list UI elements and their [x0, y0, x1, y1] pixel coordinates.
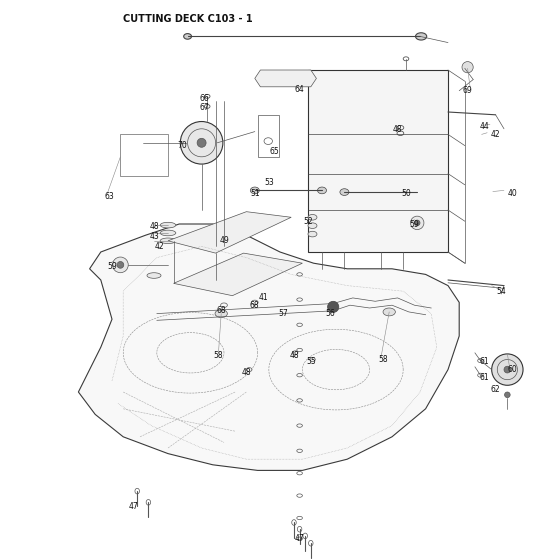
Circle shape	[414, 220, 420, 226]
Text: 42: 42	[155, 242, 165, 251]
Text: 67: 67	[199, 103, 209, 112]
Text: 61: 61	[479, 357, 489, 366]
Ellipse shape	[160, 222, 176, 228]
Ellipse shape	[318, 187, 326, 194]
Circle shape	[504, 366, 511, 373]
Polygon shape	[168, 212, 291, 253]
Bar	[308, 70, 448, 252]
Text: 43: 43	[149, 232, 159, 241]
Ellipse shape	[383, 308, 395, 316]
Text: 42: 42	[491, 130, 501, 139]
Ellipse shape	[308, 214, 317, 220]
Text: 54: 54	[496, 287, 506, 296]
Text: 64: 64	[295, 85, 305, 94]
Polygon shape	[174, 253, 302, 296]
Circle shape	[117, 262, 124, 268]
Text: 60: 60	[507, 365, 517, 374]
Text: 40: 40	[507, 189, 517, 198]
Text: 41: 41	[258, 293, 268, 302]
Bar	[258, 115, 279, 157]
Circle shape	[492, 354, 523, 385]
Circle shape	[197, 138, 206, 147]
Text: 52: 52	[303, 217, 313, 226]
Circle shape	[505, 392, 510, 398]
Circle shape	[410, 216, 424, 230]
Ellipse shape	[215, 310, 227, 318]
Text: 62: 62	[491, 385, 501, 394]
Text: 61: 61	[479, 374, 489, 382]
Text: 51: 51	[250, 189, 260, 198]
Text: 55: 55	[306, 357, 316, 366]
Ellipse shape	[184, 34, 192, 39]
Text: 68: 68	[216, 306, 226, 315]
Polygon shape	[255, 70, 316, 87]
Ellipse shape	[147, 273, 161, 278]
Text: 48: 48	[149, 222, 159, 231]
Text: 69: 69	[463, 86, 473, 95]
Text: 48: 48	[289, 351, 299, 360]
Ellipse shape	[250, 187, 259, 194]
Ellipse shape	[340, 189, 349, 195]
Text: 58: 58	[213, 351, 223, 360]
Text: 47: 47	[128, 502, 138, 511]
Text: 50: 50	[401, 189, 411, 198]
Text: 57: 57	[278, 309, 288, 318]
Text: 44: 44	[479, 122, 489, 130]
Text: 48: 48	[241, 368, 251, 377]
Ellipse shape	[308, 231, 317, 237]
Text: 56: 56	[325, 309, 335, 318]
Text: 65: 65	[269, 147, 279, 156]
Text: 49: 49	[219, 236, 229, 245]
Bar	[120, 134, 168, 176]
Ellipse shape	[308, 223, 317, 228]
Text: 59: 59	[107, 262, 117, 270]
Ellipse shape	[416, 33, 427, 40]
Text: 53: 53	[264, 178, 274, 186]
Circle shape	[462, 62, 473, 73]
Polygon shape	[78, 224, 459, 470]
Text: 63: 63	[104, 192, 114, 200]
Circle shape	[180, 122, 223, 164]
Text: 59: 59	[409, 220, 419, 228]
Text: CUTTING DECK C103 - 1: CUTTING DECK C103 - 1	[123, 14, 253, 24]
Circle shape	[113, 257, 128, 273]
Text: 48: 48	[393, 125, 403, 134]
Text: 66: 66	[199, 94, 209, 102]
Text: 68: 68	[250, 301, 260, 310]
Ellipse shape	[160, 238, 176, 244]
Text: 47: 47	[295, 534, 305, 543]
Text: 70: 70	[177, 141, 187, 150]
Circle shape	[328, 301, 339, 312]
Ellipse shape	[160, 230, 176, 236]
Text: 58: 58	[379, 355, 389, 364]
